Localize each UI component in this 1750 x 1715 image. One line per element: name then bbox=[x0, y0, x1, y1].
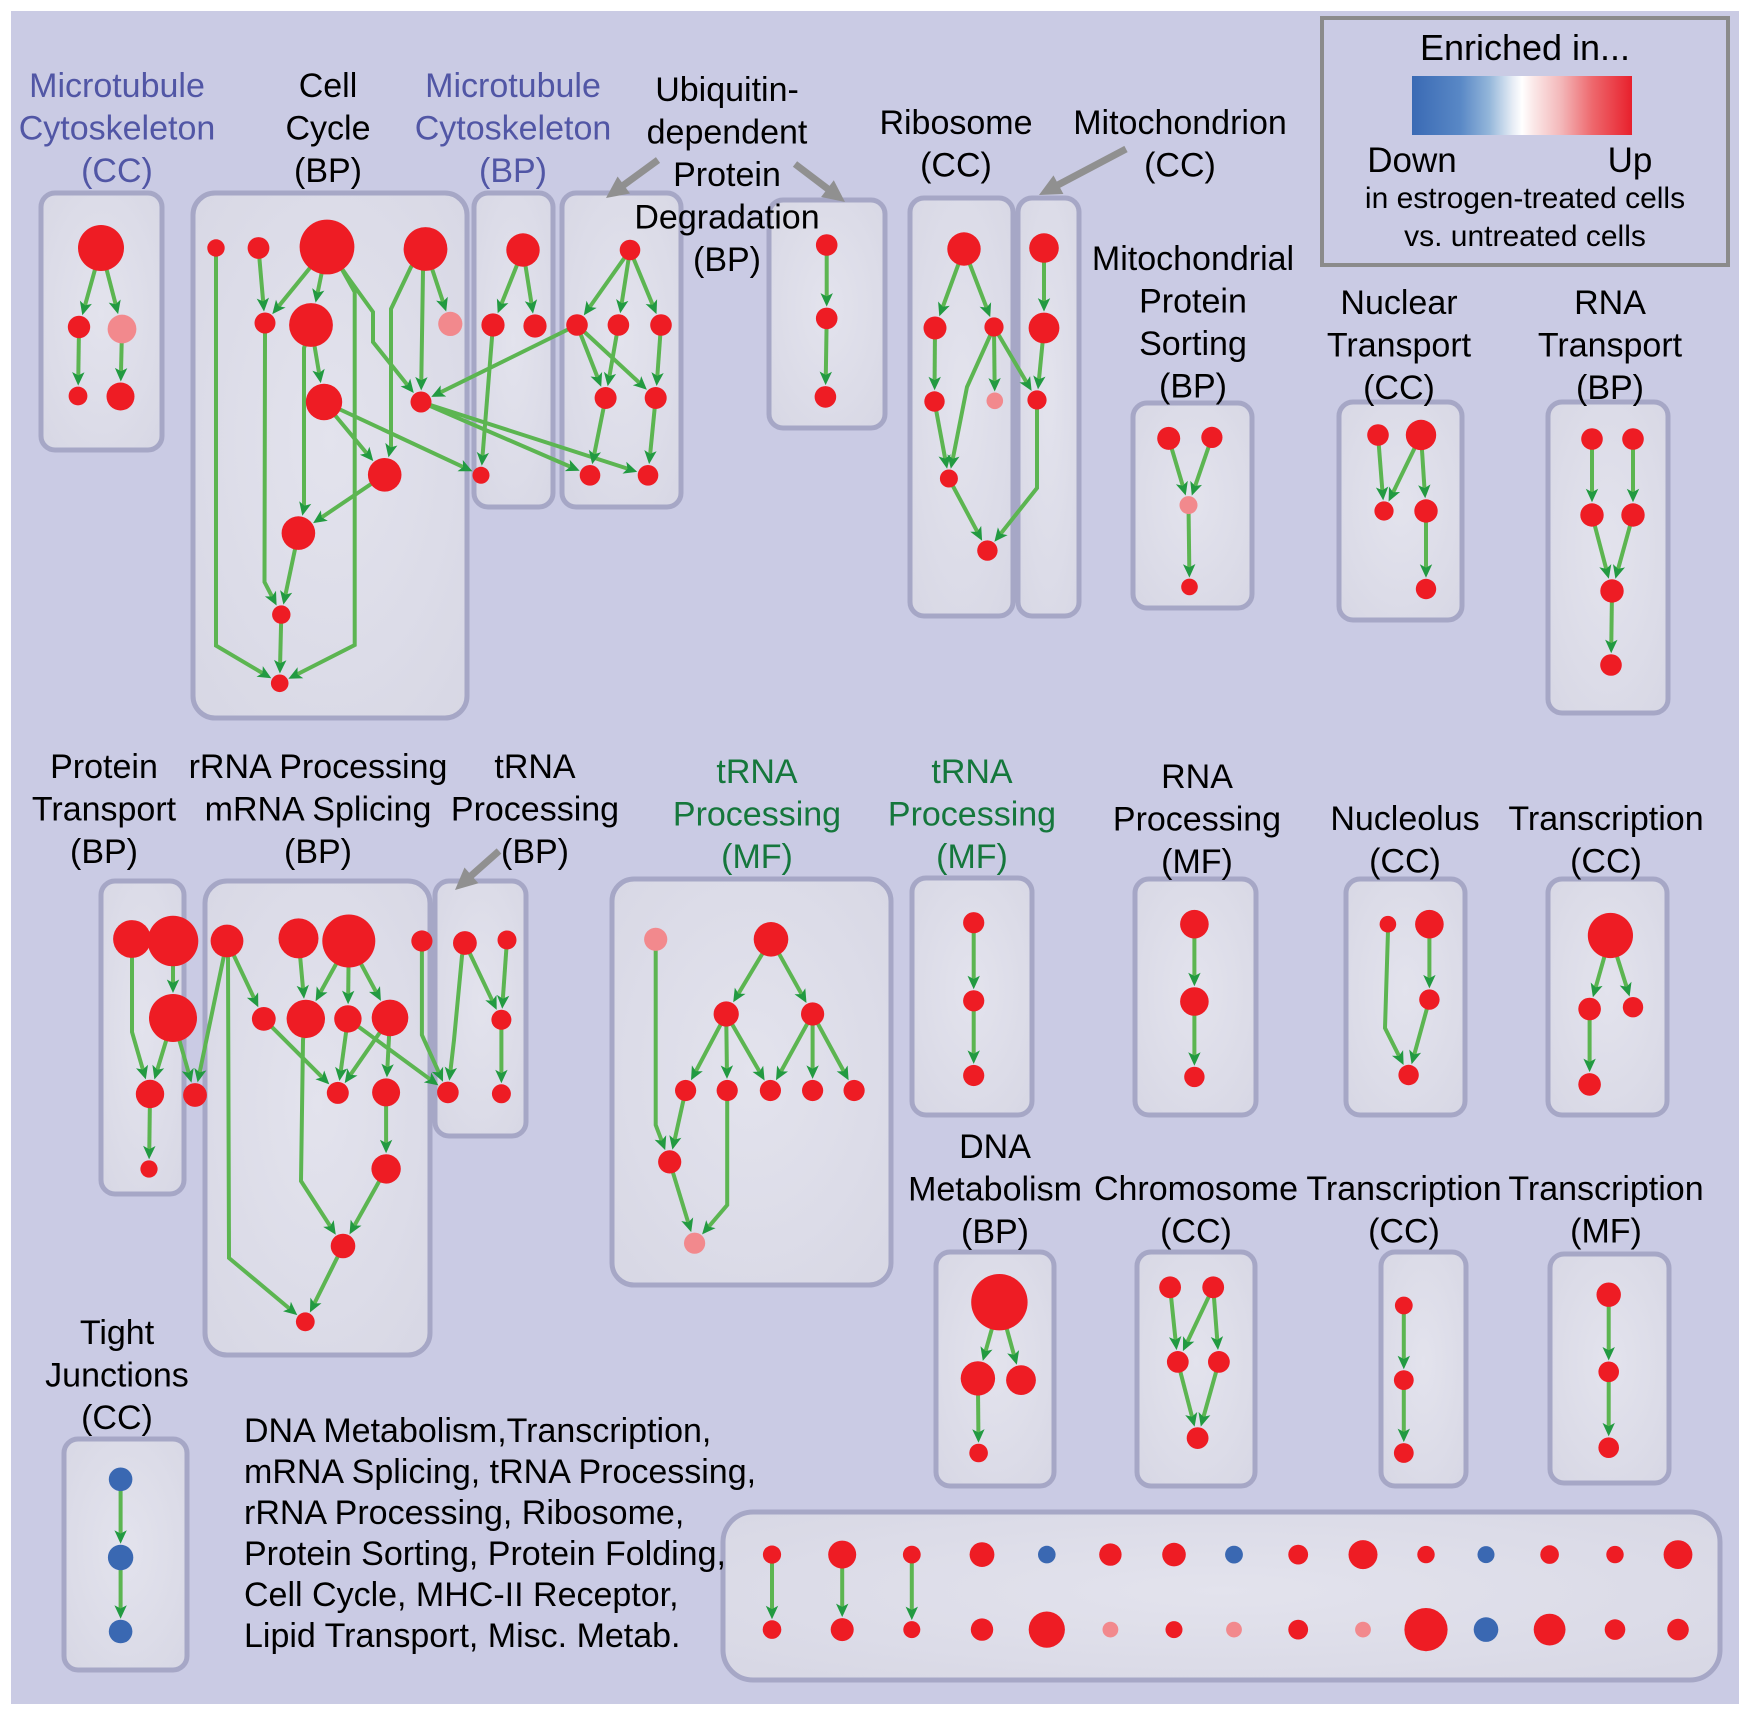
svg-text:Nucleolus: Nucleolus bbox=[1330, 800, 1479, 838]
svg-text:Processing: Processing bbox=[451, 791, 619, 829]
svg-text:(BP): (BP) bbox=[284, 833, 352, 871]
svg-text:(MF): (MF) bbox=[721, 838, 793, 876]
svg-text:Junctions: Junctions bbox=[45, 1357, 189, 1395]
svg-text:Transport: Transport bbox=[1327, 327, 1472, 365]
svg-text:(BP): (BP) bbox=[70, 833, 138, 871]
svg-text:Degradation: Degradation bbox=[634, 199, 819, 237]
svg-text:tRNA: tRNA bbox=[931, 753, 1013, 791]
svg-text:Ribosome: Ribosome bbox=[879, 104, 1032, 142]
svg-text:(CC): (CC) bbox=[1363, 369, 1435, 407]
svg-text:Cell Cycle, MHC-II Receptor,: Cell Cycle, MHC-II Receptor, bbox=[244, 1576, 679, 1614]
svg-text:Down: Down bbox=[1367, 141, 1456, 180]
svg-text:Transcription: Transcription bbox=[1508, 800, 1703, 838]
svg-text:Ubiquitin-: Ubiquitin- bbox=[655, 71, 799, 109]
svg-text:(CC): (CC) bbox=[81, 1399, 153, 1437]
svg-text:tRNA: tRNA bbox=[494, 748, 576, 786]
svg-text:Mitochondrion: Mitochondrion bbox=[1073, 104, 1287, 142]
svg-text:dependent: dependent bbox=[647, 114, 808, 152]
svg-text:(BP): (BP) bbox=[1159, 368, 1227, 406]
svg-text:DNA Metabolism,Transcription,: DNA Metabolism,Transcription, bbox=[244, 1412, 711, 1450]
svg-text:Nuclear: Nuclear bbox=[1340, 284, 1457, 322]
svg-text:Cell: Cell bbox=[299, 67, 358, 105]
svg-text:Metabolism: Metabolism bbox=[908, 1171, 1082, 1209]
svg-text:mRNA Splicing: mRNA Splicing bbox=[205, 791, 432, 829]
svg-text:in estrogen-treated cells: in estrogen-treated cells bbox=[1365, 182, 1685, 215]
svg-text:Transport: Transport bbox=[1538, 327, 1683, 365]
svg-text:(CC): (CC) bbox=[1570, 843, 1642, 881]
svg-text:DNA: DNA bbox=[959, 1128, 1031, 1166]
svg-text:(CC): (CC) bbox=[920, 147, 992, 185]
svg-text:(MF): (MF) bbox=[1161, 843, 1233, 881]
svg-text:Protein: Protein bbox=[1139, 283, 1247, 321]
svg-text:(MF): (MF) bbox=[1570, 1213, 1642, 1251]
svg-text:Processing: Processing bbox=[888, 796, 1056, 834]
svg-text:Lipid Transport, Misc. Metab.: Lipid Transport, Misc. Metab. bbox=[244, 1617, 681, 1655]
svg-text:(CC): (CC) bbox=[1369, 843, 1441, 881]
svg-text:(CC): (CC) bbox=[81, 152, 153, 190]
svg-text:vs. untreated cells: vs. untreated cells bbox=[1404, 220, 1646, 253]
svg-text:Microtubule: Microtubule bbox=[425, 67, 601, 105]
svg-text:(BP): (BP) bbox=[294, 152, 362, 190]
svg-text:Protein: Protein bbox=[673, 156, 781, 194]
svg-text:rRNA Processing, Ribosome,: rRNA Processing, Ribosome, bbox=[244, 1494, 684, 1532]
svg-text:Transcription: Transcription bbox=[1306, 1170, 1501, 1208]
svg-text:(CC): (CC) bbox=[1368, 1213, 1440, 1251]
svg-text:Cycle: Cycle bbox=[285, 110, 370, 148]
svg-text:(BP): (BP) bbox=[693, 241, 761, 279]
svg-text:Enriched in...: Enriched in... bbox=[1420, 27, 1630, 68]
svg-text:rRNA Processing: rRNA Processing bbox=[189, 748, 448, 786]
svg-text:(CC): (CC) bbox=[1144, 147, 1216, 185]
svg-text:Protein Sorting, Protein Foldi: Protein Sorting, Protein Folding, bbox=[244, 1535, 726, 1573]
svg-text:tRNA: tRNA bbox=[716, 753, 798, 791]
svg-text:Microtubule: Microtubule bbox=[29, 67, 205, 105]
svg-text:(CC): (CC) bbox=[1160, 1213, 1232, 1251]
svg-text:(BP): (BP) bbox=[1576, 369, 1644, 407]
svg-text:Tight: Tight bbox=[80, 1314, 155, 1352]
svg-text:Processing: Processing bbox=[1113, 801, 1281, 839]
svg-text:(BP): (BP) bbox=[501, 833, 569, 871]
svg-text:(BP): (BP) bbox=[479, 152, 547, 190]
svg-text:RNA: RNA bbox=[1161, 758, 1233, 796]
svg-text:Up: Up bbox=[1608, 141, 1653, 180]
svg-text:Processing: Processing bbox=[673, 796, 841, 834]
svg-text:(MF): (MF) bbox=[936, 838, 1008, 876]
svg-text:Protein: Protein bbox=[50, 748, 158, 786]
svg-text:Transport: Transport bbox=[32, 791, 177, 829]
svg-text:Transcription: Transcription bbox=[1508, 1170, 1703, 1208]
svg-text:Mitochondrial: Mitochondrial bbox=[1092, 240, 1294, 278]
svg-text:Cytoskeleton: Cytoskeleton bbox=[19, 110, 216, 148]
svg-text:Chromosome: Chromosome bbox=[1094, 1170, 1298, 1208]
svg-text:RNA: RNA bbox=[1574, 284, 1646, 322]
svg-text:Sorting: Sorting bbox=[1139, 325, 1247, 363]
svg-text:(BP): (BP) bbox=[961, 1213, 1029, 1251]
svg-text:mRNA Splicing, tRNA Processing: mRNA Splicing, tRNA Processing, bbox=[244, 1453, 756, 1491]
svg-text:Cytoskeleton: Cytoskeleton bbox=[415, 110, 612, 148]
